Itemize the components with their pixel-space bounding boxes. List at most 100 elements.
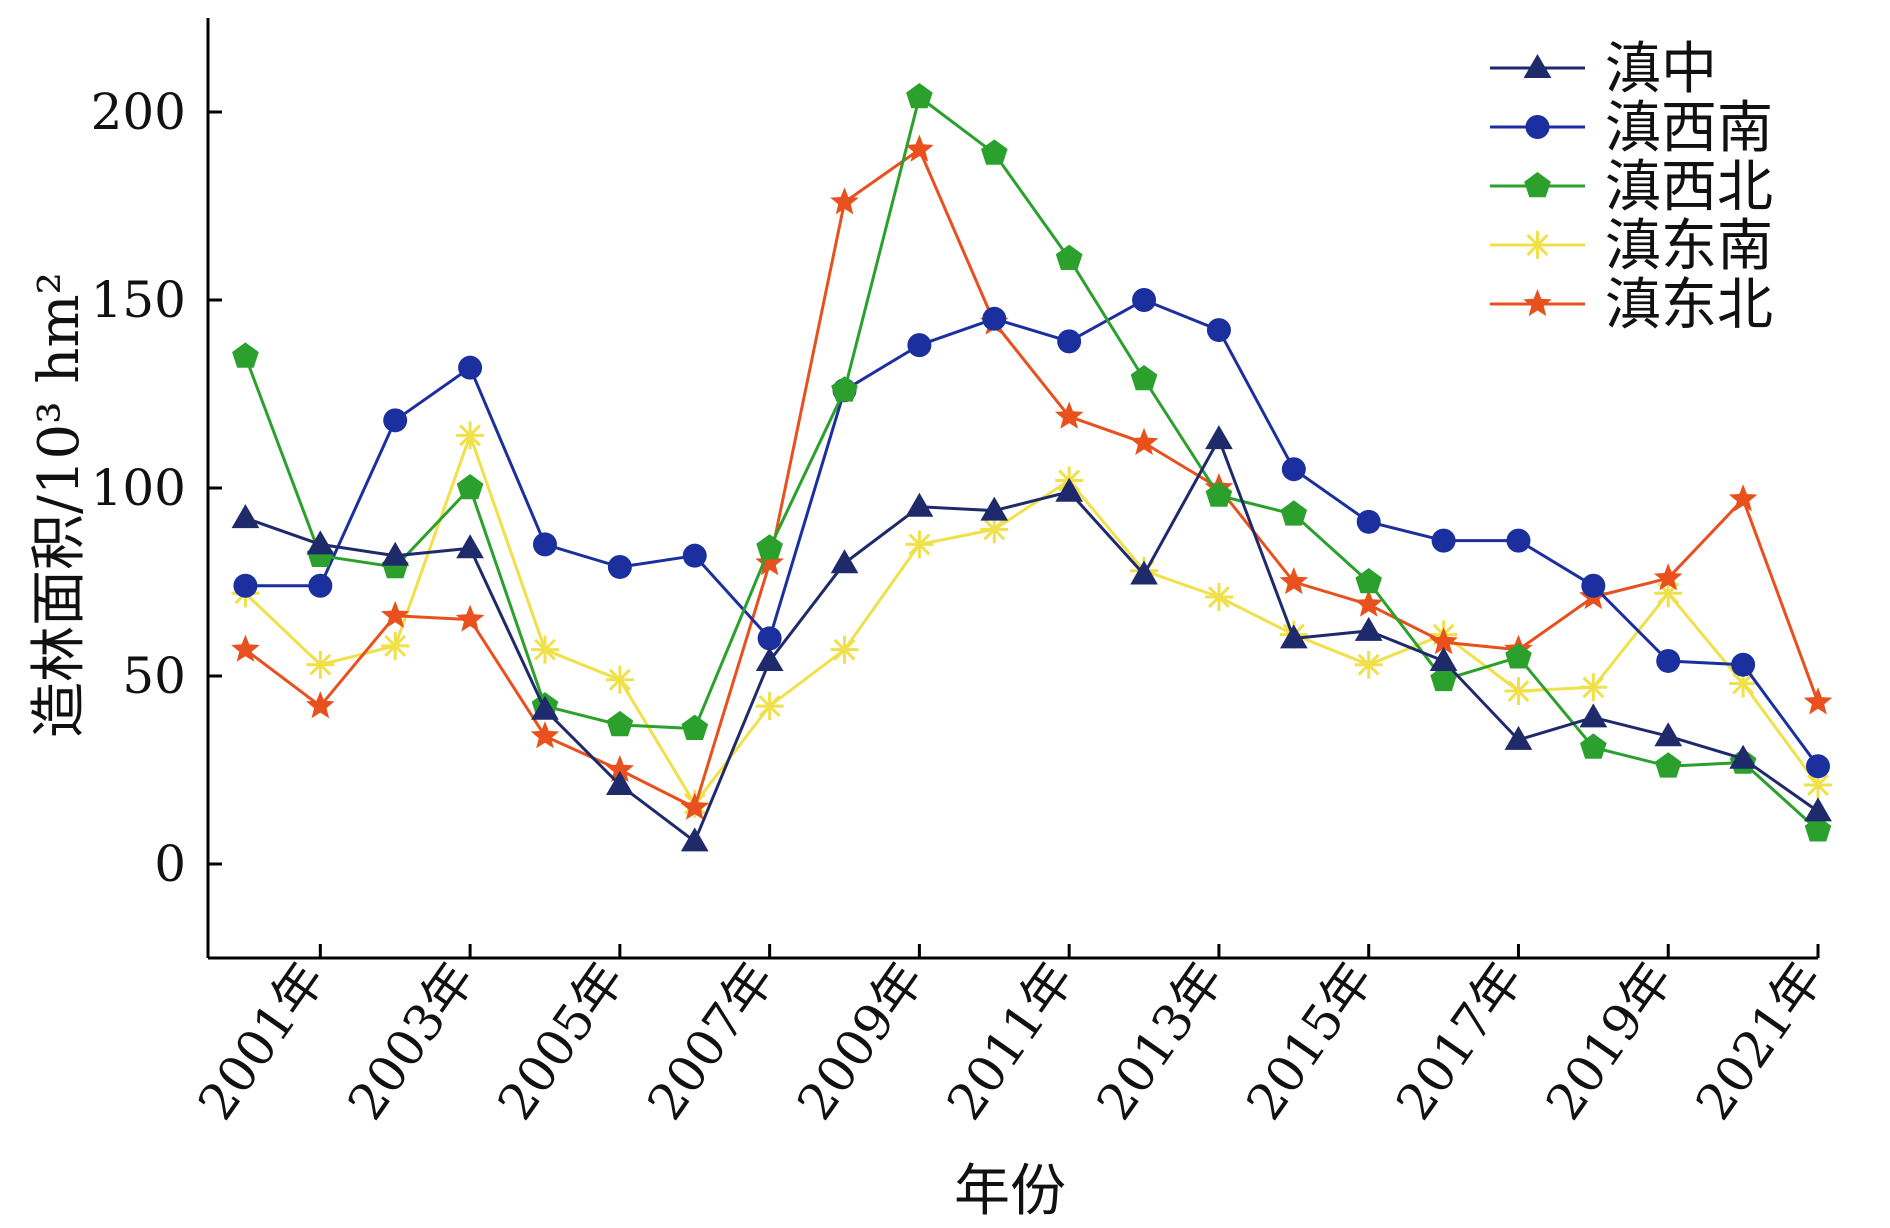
data-point: [1354, 616, 1383, 641]
data-point: [1054, 401, 1084, 429]
data-point: [1055, 477, 1083, 502]
data-point: [231, 504, 260, 529]
data-point: [757, 626, 782, 651]
x-axis-title: 年份: [954, 1159, 1066, 1224]
legend-item: 滇中: [1490, 37, 1717, 102]
data-point: [456, 421, 485, 450]
data-point: [906, 83, 933, 109]
data-point: [605, 755, 635, 783]
legend-item: 滇东北: [1490, 273, 1773, 338]
legend-marker: [1523, 289, 1552, 317]
data-point: [606, 710, 634, 737]
data-point: [1804, 797, 1832, 822]
data-point: [980, 515, 1009, 544]
series-line: [245, 298, 1820, 768]
data-point: [1728, 484, 1758, 512]
data-point: [830, 187, 859, 215]
data-point: [1581, 573, 1606, 598]
data-point: [380, 600, 410, 628]
legend-label: 滇西南: [1605, 96, 1773, 161]
data-point: [1504, 725, 1533, 750]
data-point: [1729, 744, 1757, 769]
legend-marker: [1523, 231, 1552, 259]
legend-label: 滇西北: [1605, 155, 1773, 220]
data-point: [680, 792, 709, 820]
data-point: [982, 306, 1007, 331]
data-point: [1205, 425, 1233, 450]
data-point: [905, 134, 934, 162]
data-point: [308, 573, 333, 598]
legend-label: 滇东南: [1605, 214, 1773, 279]
y-tick-label: 50: [122, 647, 186, 705]
x-tick-label: 2009年: [786, 952, 935, 1130]
data-point: [1055, 244, 1083, 270]
data-point: [831, 376, 858, 402]
series-1: [231, 425, 1832, 852]
data-point: [1504, 677, 1533, 706]
x-tick-label: 2011年: [936, 952, 1085, 1130]
data-point: [306, 530, 335, 555]
data-point: [1505, 643, 1532, 669]
series-4: [231, 421, 1832, 818]
x-tick-label: 2001年: [187, 952, 336, 1130]
data-point: [456, 474, 484, 500]
x-tick-label: 2019年: [1535, 952, 1684, 1130]
data-point: [905, 492, 934, 517]
legend-item: 滇西南: [1490, 96, 1773, 161]
series-line: [244, 148, 1820, 810]
data-point: [981, 139, 1008, 165]
data-point: [1355, 568, 1382, 594]
data-point: [830, 635, 859, 664]
data-point: [455, 604, 485, 632]
data-point: [232, 342, 259, 368]
legend-label: 滇东北: [1605, 273, 1773, 338]
data-point: [1430, 665, 1457, 692]
data-point: [381, 541, 410, 566]
data-point: [306, 691, 335, 719]
data-point: [1129, 427, 1159, 455]
data-point: [755, 647, 784, 671]
series-line: [244, 433, 1820, 806]
legend-label: 滇中: [1605, 37, 1717, 102]
y-axis-title: 造林面积/10³ hm²: [27, 272, 92, 738]
data-point: [1281, 457, 1306, 482]
data-point: [680, 827, 709, 852]
data-point: [1132, 288, 1157, 312]
x-tick-label: 2021年: [1685, 952, 1834, 1130]
data-point: [1280, 624, 1308, 649]
data-point: [605, 665, 634, 694]
legend-item: 滇西北: [1490, 155, 1773, 220]
data-point: [1506, 528, 1531, 553]
data-point: [756, 534, 783, 560]
x-tick-label: 2007年: [636, 952, 785, 1130]
data-point: [1580, 733, 1607, 759]
y-tick-label: 200: [91, 83, 186, 141]
y-tick-label: 150: [91, 271, 186, 329]
x-tick-label: 2015年: [1235, 952, 1384, 1130]
data-point: [607, 554, 632, 579]
data-point: [755, 548, 784, 576]
series-line: [243, 95, 1820, 832]
data-point: [755, 692, 784, 721]
x-tick-label: 2013年: [1086, 952, 1235, 1130]
series-layer: [231, 83, 1833, 852]
series-line: [244, 437, 1819, 843]
data-point: [1804, 816, 1832, 842]
data-point: [306, 650, 335, 679]
series-2: [233, 288, 1830, 779]
data-point: [1279, 567, 1309, 595]
data-point: [231, 634, 260, 662]
data-point: [681, 714, 709, 740]
legend-marker: [1524, 172, 1551, 198]
data-point: [905, 530, 934, 559]
data-point: [530, 635, 559, 664]
legend-marker: [1523, 54, 1552, 78]
data-point: [1729, 669, 1758, 698]
legend-marker: [1525, 115, 1550, 139]
data-point: [682, 543, 707, 568]
data-point: [980, 496, 1009, 521]
data-point: [532, 532, 557, 557]
series-3: [232, 83, 1832, 842]
